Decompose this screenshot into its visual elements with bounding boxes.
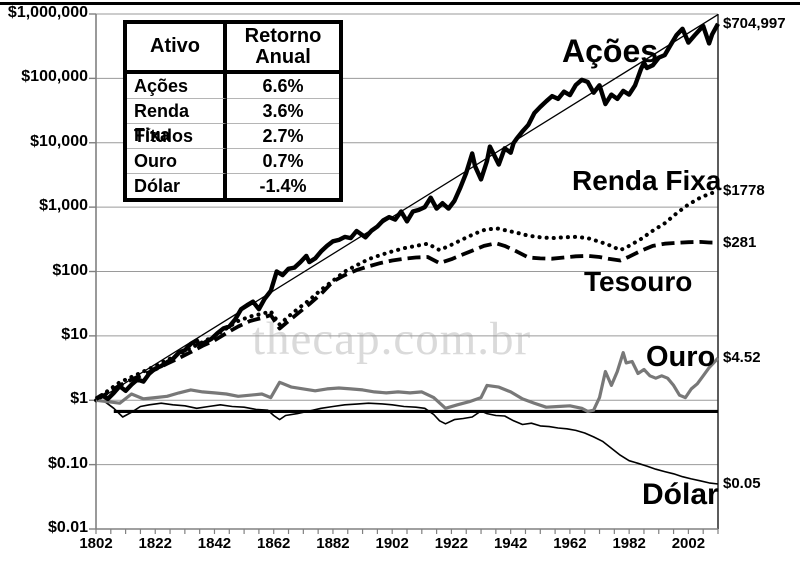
table-row: Dólar -1.4% (127, 173, 339, 198)
asset-name-cell: Ações (127, 74, 227, 98)
return-value-cell: -1.4% (227, 173, 339, 198)
y-axis-label: $1,000,000 (7, 4, 88, 21)
y-axis-label: $100,000 (21, 68, 88, 86)
return-value-cell: 3.6% (227, 98, 339, 123)
x-axis-label: 1842 (197, 535, 232, 552)
return-value-cell: 2.7% (227, 123, 339, 148)
y-axis-label: $10,000 (30, 132, 88, 150)
table-body: Ações 6.6% Renda Fixa 3.6% Títulos 2.7% Ouro 0.… (127, 74, 339, 198)
y-axis-label: $0.01 (47, 519, 88, 536)
y-axis-label: $10 (61, 325, 88, 343)
x-axis-label: 1882 (316, 535, 350, 552)
asset-name-cell: Títulos (127, 123, 227, 148)
table-header-ativo: Ativo (127, 24, 227, 74)
return-value-cell: 0.7% (227, 148, 339, 173)
trend-line (95, 14, 719, 402)
table-row: Renda Fixa 3.6% (127, 98, 339, 145)
x-axis-label: 1942 (493, 535, 528, 552)
series-label-tesouro: Tesouro (584, 266, 693, 297)
end-value-renda-fixa: $1778 (723, 182, 765, 200)
series-line-acoes (94, 22, 720, 402)
table-row: Ouro 0.7% (127, 148, 339, 173)
series-label-ouro: Ouro (646, 341, 716, 373)
top-border-line (0, 2, 800, 5)
x-axis-label: 1902 (375, 535, 409, 552)
x-axis-label: 1862 (257, 535, 291, 552)
table-row: Títulos 2.7% (127, 123, 339, 148)
end-value-ouro: $4.52 (723, 349, 761, 367)
series-label-acoes: Ações (562, 33, 659, 69)
return-value-cell: 6.6% (262, 76, 304, 96)
asset-name-cell: Ouro (127, 148, 227, 173)
x-axis-label: 1802 (79, 535, 113, 552)
y-axis-label: $0.10 (47, 454, 88, 472)
table-header-retorno: Retorno Anual (227, 24, 339, 74)
x-axis-label: 1922 (434, 535, 469, 552)
returns-table: Ativo Retorno Anual Ações 6.6% Renda Fixa 3… (123, 20, 343, 202)
x-axis-label: 1822 (138, 535, 172, 552)
table-header-row: Ativo Retorno Anual (127, 24, 339, 74)
asset-name-cell: Renda Fixa (127, 98, 227, 145)
series-label-dolar: Dólar (642, 478, 719, 511)
x-axis-label: 1982 (612, 535, 646, 552)
asset-name-cell: Dólar (127, 173, 227, 198)
y-axis-label: $100 (52, 261, 88, 279)
end-value-acoes: $704,997 (723, 14, 786, 32)
end-value-dolar: $0.05 (723, 475, 761, 492)
end-value-tesouro: $281 (723, 233, 757, 251)
watermark: thecap.com.br (252, 313, 532, 365)
series-line-dolar (95, 399, 719, 485)
x-axis-label: 1962 (553, 535, 587, 552)
y-axis-label: $1 (70, 390, 88, 408)
x-axis-label: 2002 (671, 535, 706, 552)
table-row: Ações 6.6% (127, 74, 339, 98)
series-line-ouro (95, 351, 720, 413)
y-axis-label: $1,000 (39, 197, 88, 215)
series-label-renda-fixa: Renda Fixa (572, 165, 722, 196)
